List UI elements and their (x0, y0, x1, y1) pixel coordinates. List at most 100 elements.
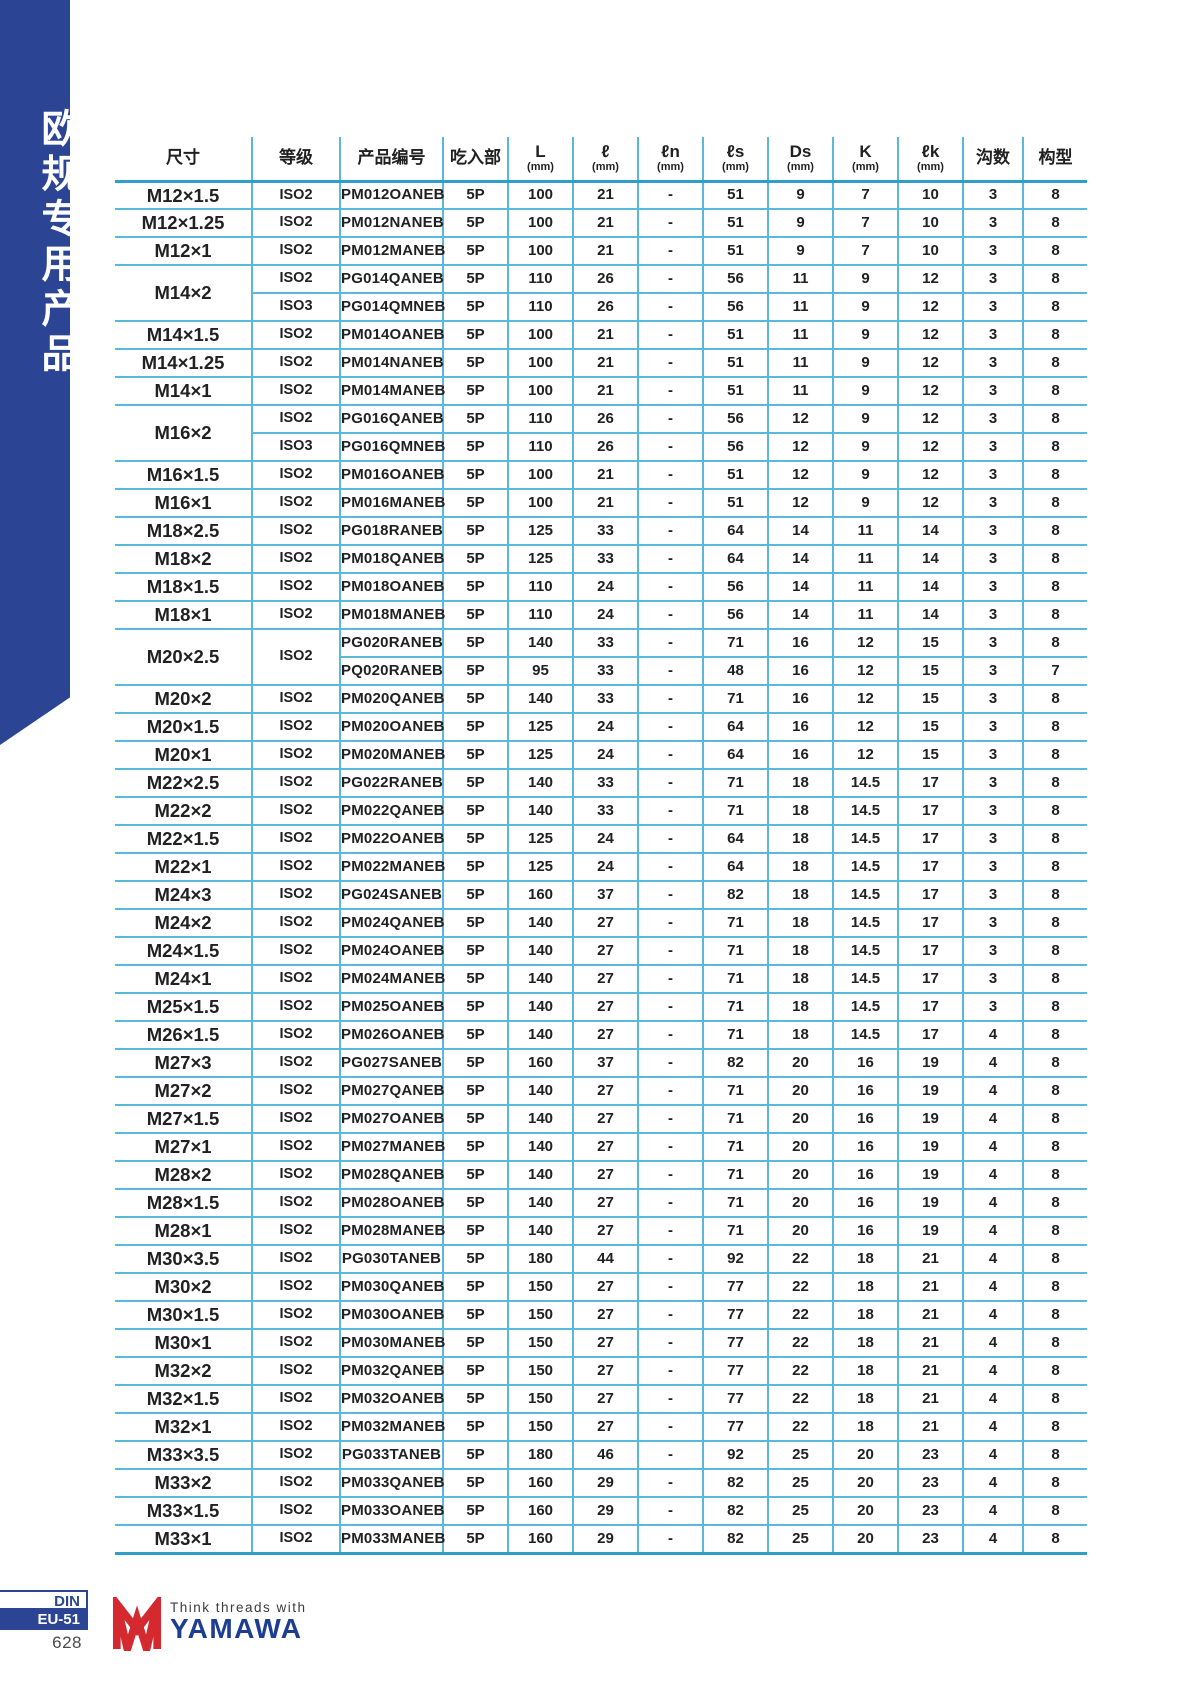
value-cell: 140 (507, 628, 574, 658)
value-cell: - (637, 1048, 704, 1078)
value-cell: 140 (507, 796, 574, 826)
value-cell: 5P (442, 1356, 509, 1386)
value-cell: 9 (832, 460, 899, 490)
table-row: M33×1 ISO2 PM033MANEB 5P 160 29-82 25 20 23 4 8 (115, 1524, 1087, 1555)
value-cell: 3 (962, 600, 1024, 630)
value-cell: 3 (962, 516, 1024, 546)
value-cell: - (637, 768, 704, 798)
value-cell: 5P (442, 1496, 509, 1526)
value-cell: 64 (702, 712, 769, 742)
grade-cell: ISO2 (251, 880, 341, 910)
standard-name-label: DIN (0, 1590, 88, 1610)
size-cell: M20×1 (115, 740, 253, 770)
value-cell: 26 (572, 264, 639, 294)
table-row: M18×1.5 ISO2 PM018OANEB 5P 110 24-56 14 11 14 3 8 (115, 572, 1087, 602)
category-ribbon (0, 0, 70, 745)
value-cell: 160 (507, 1524, 574, 1555)
size-cell: M27×3 (115, 1048, 253, 1078)
value-cell: 8 (1022, 964, 1087, 994)
value-cell: - (637, 684, 704, 714)
value-cell: 71 (702, 1104, 769, 1134)
table-row: M22×1 ISO2 PM022MANEB 5P 125 24-64 18 14.5 17 3 8 (115, 852, 1087, 882)
value-cell: - (637, 1216, 704, 1246)
value-cell: 5P (442, 1020, 509, 1050)
value-cell: 150 (507, 1412, 574, 1442)
product-code-cell: PG020RANEB (339, 628, 444, 658)
product-code-cell: PM030QANEB (339, 1272, 445, 1302)
value-cell: 71 (702, 964, 769, 994)
value-cell: 22 (767, 1356, 834, 1386)
value-cell: 24 (572, 712, 639, 742)
size-cell: M30×1.5 (115, 1300, 253, 1330)
value-cell: 9 (832, 264, 899, 294)
value-cell: 20 (767, 1160, 834, 1190)
value-cell: 8 (1022, 1468, 1087, 1498)
product-code-cell: PM024QANEB (339, 908, 445, 938)
value-cell: 71 (702, 1132, 769, 1162)
value-cell: 8 (1022, 1020, 1087, 1050)
value-cell: 14.5 (832, 936, 899, 966)
value-cell: 100 (507, 320, 574, 350)
value-cell: 150 (507, 1272, 574, 1302)
grade-cell: ISO2 (251, 1216, 341, 1246)
value-cell: 9 (832, 376, 899, 406)
value-cell: 4 (962, 1048, 1024, 1078)
value-cell: - (637, 236, 704, 266)
table-row: M12×1.5 ISO2 PM012OANEB 5P 100 21-51 9 7 10 3 8 (115, 180, 1087, 210)
grade-cell: ISO2 (251, 264, 341, 294)
value-cell: 71 (702, 908, 769, 938)
value-cell: 4 (962, 1300, 1024, 1330)
value-cell: 16 (832, 1216, 899, 1246)
value-cell: 8 (1022, 796, 1087, 826)
value-cell: 71 (702, 1188, 769, 1218)
size-cell: M22×1.5 (115, 824, 253, 854)
value-cell: 19 (897, 1188, 964, 1218)
value-cell: 140 (507, 1076, 574, 1106)
value-cell: 11 (832, 600, 899, 630)
value-cell: 8 (1022, 1384, 1087, 1414)
value-cell: 16 (832, 1076, 899, 1106)
value-cell: 9 (767, 236, 834, 266)
value-cell: 110 (507, 432, 574, 462)
value-cell: 82 (702, 1524, 769, 1555)
value-cell: 33 (572, 628, 639, 658)
value-cell: 33 (572, 544, 639, 574)
value-cell: 51 (702, 460, 769, 490)
size-cell: M14×2 (115, 264, 253, 322)
value-cell: 18 (767, 992, 834, 1022)
size-cell: M33×3.5 (115, 1440, 253, 1470)
value-cell: 5P (442, 880, 509, 910)
value-cell: 18 (832, 1300, 899, 1330)
size-cell: M24×1 (115, 964, 253, 994)
value-cell: - (637, 796, 704, 826)
value-cell: - (637, 208, 704, 238)
value-cell: - (637, 824, 704, 854)
value-cell: 8 (1022, 936, 1087, 966)
table-row: PQ020RANEB 5P 95 33-48 16 12 15 3 7 (115, 656, 1087, 686)
value-cell: 37 (572, 880, 639, 910)
value-cell: 14 (767, 544, 834, 574)
product-code-cell: PM027MANEB (339, 1132, 445, 1162)
value-cell: 8 (1022, 1524, 1087, 1555)
product-code-cell: PG014QANEB (339, 264, 444, 294)
value-cell: 18 (767, 768, 834, 798)
value-cell: 16 (767, 684, 834, 714)
value-cell: 27 (572, 908, 639, 938)
value-cell: 8 (1022, 264, 1087, 294)
value-cell: 5P (442, 488, 509, 518)
grade-cell: ISO2 (251, 1132, 341, 1162)
value-cell: 12 (897, 376, 964, 406)
value-cell: - (637, 740, 704, 770)
value-cell: 10 (897, 180, 964, 210)
value-cell: 8 (1022, 460, 1087, 490)
value-cell: - (637, 292, 704, 322)
value-cell: 8 (1022, 1160, 1087, 1190)
value-cell: 4 (962, 1524, 1024, 1555)
value-cell: 71 (702, 768, 769, 798)
table-body: M12×1.5 ISO2 PM012OANEB 5P 100 21-51 9 7 10 3 8 M12… (115, 180, 1087, 1555)
size-cell: M16×2 (115, 404, 253, 462)
table-row: M24×1.5 ISO2 PM024OANEB 5P 140 27-71 18 14.5 17 3… (115, 936, 1087, 966)
grade-cell: ISO3 (252, 292, 341, 322)
value-cell: - (637, 1244, 704, 1274)
value-cell: 20 (832, 1468, 899, 1498)
